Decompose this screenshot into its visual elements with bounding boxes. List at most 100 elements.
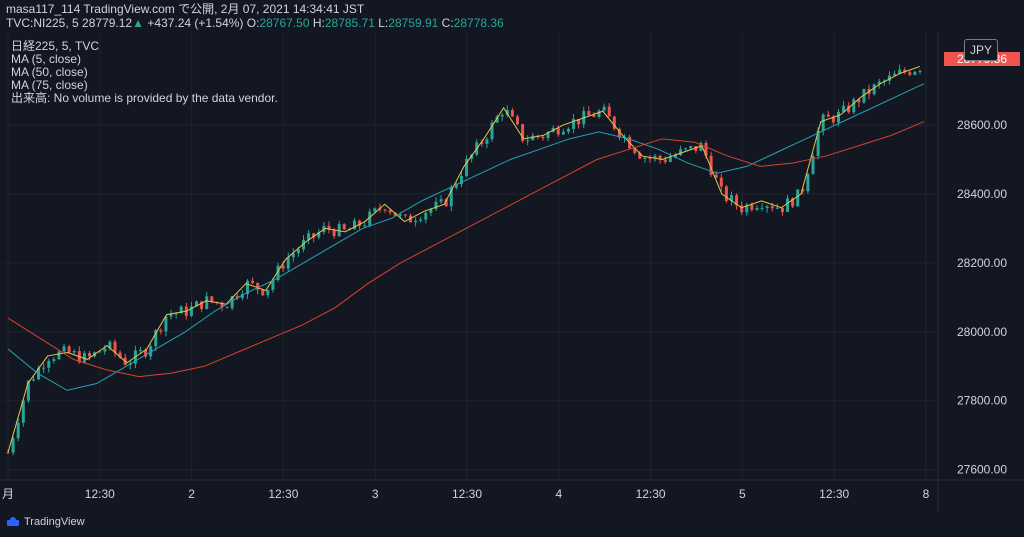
candle-body <box>755 208 759 210</box>
currency-button[interactable]: JPY <box>964 39 998 61</box>
brand-text: TradingView <box>24 516 85 528</box>
candle-body <box>821 114 825 131</box>
candle-body <box>57 351 61 360</box>
open-label: O: <box>246 16 260 30</box>
candle-body <box>780 207 784 212</box>
last-price: 28779.12 <box>82 16 133 30</box>
candle-body <box>200 301 204 309</box>
candle-body <box>118 352 122 358</box>
candle-body <box>658 155 662 160</box>
candle-body <box>225 307 229 309</box>
candle-body <box>307 233 311 240</box>
candle-body <box>16 422 20 439</box>
candle-body <box>245 280 249 295</box>
candle-body <box>561 131 565 135</box>
candle-body <box>648 157 652 159</box>
candle-body <box>138 350 142 352</box>
candle-body <box>510 110 514 117</box>
candle-body <box>903 69 907 73</box>
candle-body <box>684 148 688 150</box>
candle-body <box>770 206 774 209</box>
candle-body <box>908 72 912 75</box>
candle-body <box>11 438 15 453</box>
candle-body <box>368 211 372 226</box>
candle-body <box>836 111 840 123</box>
candle-body <box>872 84 876 95</box>
candle-body <box>189 306 193 316</box>
candle-body <box>719 177 723 187</box>
candle-body <box>577 119 581 125</box>
candle-body <box>296 249 300 254</box>
candle-body <box>154 330 158 347</box>
candle-body <box>388 210 392 213</box>
ma-line-2 <box>7 121 925 378</box>
candle-body <box>88 353 92 357</box>
candle-body <box>745 204 749 213</box>
candle-body <box>786 198 790 212</box>
candle-body <box>419 219 423 221</box>
candle-body <box>439 199 443 202</box>
candle-body <box>62 346 66 352</box>
candle-body <box>490 122 494 140</box>
candle-body <box>541 136 545 139</box>
candle-body <box>6 452 10 454</box>
high-value: 28785.71 <box>324 16 375 30</box>
candle-body <box>373 208 377 212</box>
candle-body <box>383 209 387 211</box>
candle-body <box>643 157 647 159</box>
candle-body <box>485 139 489 144</box>
up-arrow-icon: ▲ <box>132 16 144 30</box>
candle-body <box>750 204 754 210</box>
chart-header: masa117_114 TradingView.com で公開, 2月 07, … <box>0 0 1024 32</box>
candle-body <box>500 115 504 117</box>
time-axis: 月 12:30 2 12:30 3 12:30 4 12:30 5 12:30 8 <box>0 479 1024 501</box>
candle-body <box>556 128 560 135</box>
ma-line-1 <box>7 83 925 391</box>
x-tick-label: 4 <box>555 487 562 501</box>
close-value: 28778.36 <box>453 16 504 30</box>
candle-body <box>230 296 234 309</box>
candle-body <box>414 220 418 223</box>
candle-body <box>617 128 621 138</box>
legend-volume: 出来高: No volume is provided by the data v… <box>11 91 278 105</box>
candle-body <box>515 116 519 125</box>
candle-body <box>587 111 591 116</box>
candle-body <box>429 209 433 213</box>
candle-body <box>220 302 224 308</box>
tradingview-logo[interactable]: TradingView <box>6 516 85 528</box>
price-chart[interactable]: 27600.00 27800.00 28000.00 28200.00 28400.00… <box>0 32 1024 512</box>
candle-body <box>811 155 815 175</box>
candle-body <box>806 174 810 192</box>
candle-body <box>444 199 448 207</box>
candle-body <box>72 351 76 353</box>
candle-body <box>21 400 25 423</box>
x-tick-label: 12:30 <box>85 487 115 501</box>
candle-body <box>42 367 46 369</box>
candle-body <box>358 220 362 226</box>
candle-body <box>424 212 428 220</box>
x-tick-label: 12:30 <box>452 487 482 501</box>
candle-body <box>877 81 881 85</box>
publish-title: masa117_114 TradingView.com で公開, 2月 07, … <box>6 2 365 16</box>
candle-body <box>526 140 530 142</box>
candle-body <box>465 158 469 176</box>
candle-body <box>572 119 576 129</box>
candle-body <box>159 330 163 332</box>
x-tick-label: 8 <box>923 487 930 501</box>
candle-body <box>210 296 214 302</box>
candle-body <box>852 99 856 113</box>
candle-body <box>663 159 667 162</box>
candle-body <box>98 351 102 353</box>
candle-body <box>67 346 71 353</box>
candle-body <box>363 225 367 227</box>
candle-body <box>531 135 535 141</box>
candle-body <box>842 105 846 112</box>
low-value: 28759.91 <box>388 16 439 30</box>
candle-body <box>52 359 56 361</box>
candle-body <box>775 207 779 209</box>
candle-body <box>699 142 703 151</box>
y-tick-label: 28000.00 <box>957 325 1007 339</box>
candle-body <box>521 124 525 141</box>
candle-body <box>638 152 642 159</box>
x-tick-label: 12:30 <box>268 487 298 501</box>
